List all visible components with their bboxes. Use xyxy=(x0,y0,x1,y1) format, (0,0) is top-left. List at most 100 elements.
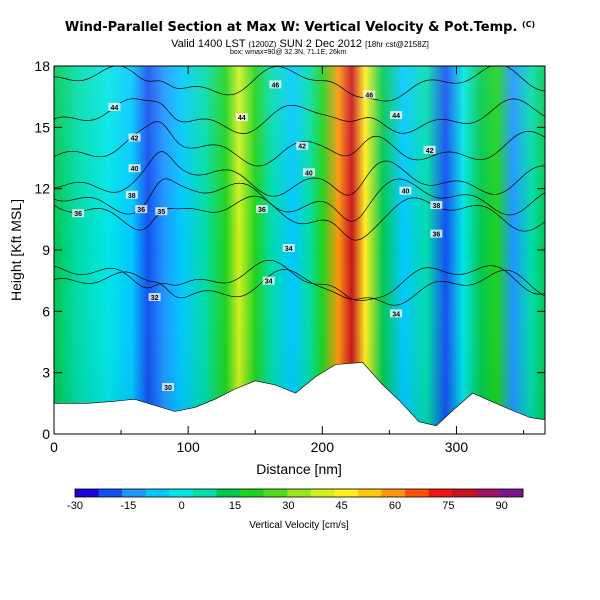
x-tick-label: 100 xyxy=(176,439,200,455)
colorbar-swatch xyxy=(357,489,382,497)
y-tick-label: 0 xyxy=(42,426,50,442)
colorbar-tick-label: 15 xyxy=(229,500,241,512)
chart-subtitle: Valid 1400 LST (1200Z) SUN 2 Dec 2012 [1… xyxy=(0,38,600,50)
theta-contour-36 xyxy=(54,195,545,241)
subtitle-date: SUN 2 Dec 2012 xyxy=(279,38,363,50)
contour-label: 34 xyxy=(390,309,403,318)
y-tick-label: 18 xyxy=(34,58,50,74)
colorbar-swatch xyxy=(287,489,312,497)
contour-label: 40 xyxy=(128,164,141,173)
colorbar-tick-label: 60 xyxy=(389,500,401,512)
colorbar-swatch xyxy=(98,489,123,497)
x-tick-label: 200 xyxy=(311,439,335,455)
contour-label: 44 xyxy=(108,102,121,112)
svg-text:34: 34 xyxy=(265,279,273,286)
svg-text:46: 46 xyxy=(271,82,279,89)
chart-title-unit: (C) xyxy=(521,20,536,29)
svg-text:36: 36 xyxy=(137,207,145,214)
colorbar-tick-label: 45 xyxy=(336,500,348,512)
x-tick-label: 0 xyxy=(50,439,58,455)
svg-text:44: 44 xyxy=(238,115,246,122)
contour-label: 44 xyxy=(390,111,403,120)
chart-title: Wind-Parallel Section at Max W: Vertical… xyxy=(0,20,600,35)
svg-text:40: 40 xyxy=(305,170,313,177)
svg-text:36: 36 xyxy=(74,211,82,218)
theta-contour-40 xyxy=(54,151,545,197)
y-tick-label: 6 xyxy=(42,303,50,319)
colorbar-swatch xyxy=(192,489,217,497)
colorbar-swatch xyxy=(75,489,99,497)
contour-label: 38 xyxy=(125,190,138,200)
chart-title-text: Wind-Parallel Section at Max W: Vertical… xyxy=(64,20,518,35)
svg-text:40: 40 xyxy=(131,166,139,173)
svg-text:46: 46 xyxy=(365,93,373,100)
colorbar-swatch xyxy=(499,489,524,497)
colorbar-tick-label: 90 xyxy=(496,500,508,512)
theta-contour-34 xyxy=(54,269,545,306)
contour-label: 42 xyxy=(128,133,141,143)
contour-label: 38 xyxy=(430,201,443,210)
colorbar-swatch xyxy=(216,489,241,497)
svg-text:34: 34 xyxy=(392,311,400,318)
contour-label: 36 xyxy=(255,205,268,214)
contour-label: 46 xyxy=(363,90,376,100)
svg-text:44: 44 xyxy=(392,113,400,120)
contour-label: 35 xyxy=(155,207,168,216)
svg-text:38: 38 xyxy=(432,203,440,210)
colorbar-swatch xyxy=(145,489,170,497)
velocity-shading xyxy=(54,66,545,434)
colorbar-swatch xyxy=(263,489,288,497)
colorbar: -30 -15 0 15 30 45 60 75 90 xyxy=(67,488,524,512)
contour-label: 30 xyxy=(162,382,175,392)
colorbar-swatch xyxy=(122,489,147,497)
colorbar-swatch xyxy=(169,489,194,497)
colorbar-swatch xyxy=(405,489,429,497)
contour-label: 34 xyxy=(262,276,275,286)
colorbar-tick-label: 75 xyxy=(442,500,454,512)
svg-text:32: 32 xyxy=(151,295,159,302)
colorbar-swatch xyxy=(334,489,359,497)
x-tick-label: 300 xyxy=(445,439,469,455)
colorbar-tick-label: 0 xyxy=(179,500,185,512)
svg-text:35: 35 xyxy=(157,209,165,216)
svg-text:42: 42 xyxy=(131,136,139,143)
svg-text:36: 36 xyxy=(432,232,440,239)
contour-label: 34 xyxy=(282,243,295,253)
theta-contour-44 xyxy=(54,98,545,134)
svg-text:40: 40 xyxy=(402,189,410,196)
subtitle-valid: Valid 1400 LST xyxy=(171,38,246,50)
colorbar-swatch xyxy=(240,489,264,497)
svg-text:38: 38 xyxy=(128,193,136,200)
theta-contour-46 xyxy=(54,66,545,102)
y-axis-label: Height [Kft MSL] xyxy=(8,199,24,301)
svg-text:30: 30 xyxy=(164,385,172,392)
colorbar-swatch xyxy=(310,489,335,497)
x-axis: 0 100 200 300 xyxy=(50,66,525,455)
svg-text:42: 42 xyxy=(298,144,306,151)
contour-label: 40 xyxy=(302,168,315,177)
svg-text:44: 44 xyxy=(110,105,118,112)
svg-text:36: 36 xyxy=(258,207,266,214)
subtitle-run: [18hr cst@2158Z] xyxy=(365,40,429,49)
terrain-mask xyxy=(54,362,545,434)
colorbar-tick-label: -30 xyxy=(67,500,83,512)
contour-label: 46 xyxy=(269,80,282,89)
contour-label: 36 xyxy=(135,205,148,214)
colorbar-swatch xyxy=(381,489,406,497)
contour-label: 36 xyxy=(72,209,85,218)
contour-label: 42 xyxy=(296,141,309,151)
colorbar-tick-label: 30 xyxy=(282,500,294,512)
colorbar-swatch xyxy=(428,489,453,497)
contour-label: 42 xyxy=(423,145,436,155)
contour-label: 40 xyxy=(399,186,412,196)
chart-subtitle-location: box: wmax=90@ 32.3N, 71.1E, 26km xyxy=(230,49,347,56)
colorbar-tick-label: -15 xyxy=(120,500,136,512)
colorbar-swatch xyxy=(475,489,500,497)
colorbar-label: Vertical Velocity [cm/s] xyxy=(249,520,349,531)
y-tick-label: 15 xyxy=(34,119,50,135)
svg-text:42: 42 xyxy=(426,148,434,155)
subtitle-utc: (1200Z) xyxy=(248,40,277,49)
